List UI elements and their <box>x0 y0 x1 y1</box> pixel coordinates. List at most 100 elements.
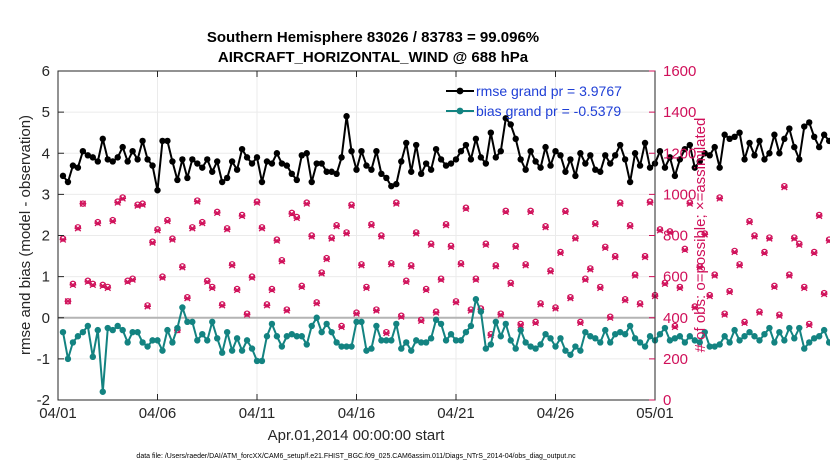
bias-point <box>631 335 639 342</box>
bias-point <box>721 333 728 340</box>
obs-assimilated-point <box>701 231 709 238</box>
bias-point <box>442 337 450 344</box>
obs-possible-point <box>378 232 385 239</box>
bias-point <box>228 347 236 354</box>
obs-possible-point <box>666 228 674 235</box>
bias-point <box>383 337 390 344</box>
bias-point <box>532 345 539 352</box>
obs-assimilated-point <box>452 299 460 306</box>
obs-assimilated-point <box>417 317 425 325</box>
rmse-point <box>641 139 649 147</box>
obs-assimilated-point <box>512 243 520 251</box>
bias-point <box>218 349 226 356</box>
obs-possible-point <box>398 312 405 319</box>
chart-title-line2: AIRCRAFT_HORIZONTAL_WIND @ 688 hPa <box>218 49 529 66</box>
rmse-point <box>562 168 569 175</box>
obs-assimilated-point <box>343 230 350 237</box>
rmse-point <box>462 141 470 149</box>
bias-point <box>616 328 624 336</box>
obs-possible-point <box>820 289 828 297</box>
bias-point <box>253 357 261 365</box>
obs-assimilated-point <box>800 284 808 292</box>
obs-assimilated-point <box>785 272 793 279</box>
obs-possible-point <box>437 275 445 282</box>
obs-assimilated-point <box>397 313 405 320</box>
obs-assimilated-point <box>771 283 778 291</box>
rmse-point <box>243 154 251 161</box>
obs-possible-point <box>761 248 768 256</box>
obs-assimilated-point <box>661 280 669 288</box>
obs-assimilated-point <box>482 241 490 249</box>
obs-assimilated-point <box>427 241 435 249</box>
y-tick-label-right: 400 <box>663 310 688 327</box>
obs-assimilated-point <box>726 288 734 296</box>
rmse-point <box>686 141 694 149</box>
obs-possible-point <box>119 194 126 201</box>
rmse-point <box>741 156 748 163</box>
obs-possible-point <box>223 225 231 232</box>
bias-point <box>666 337 674 344</box>
obs-possible-point <box>273 236 281 243</box>
rmse-point <box>129 147 136 155</box>
x-axis-label: Apr.01,2014 00:00:00 start <box>268 427 446 444</box>
obs-assimilated-point <box>213 209 221 217</box>
obs-assimilated-point <box>537 301 544 308</box>
rmse-point <box>318 160 325 167</box>
rmse-point <box>522 166 529 173</box>
rmse-point <box>706 152 713 159</box>
rmse-point <box>507 121 514 128</box>
rmse-point <box>403 139 410 147</box>
y-tick-label-right: 1400 <box>663 104 696 121</box>
y-tick-label-left: 3 <box>42 186 50 203</box>
obs-possible-point <box>358 261 365 268</box>
obs-count-series <box>59 182 830 339</box>
obs-possible-point <box>204 277 211 284</box>
obs-possible-point <box>532 318 539 326</box>
bias-point <box>223 328 231 336</box>
obs-assimilated-point <box>84 278 92 286</box>
obs-possible-point <box>497 310 504 317</box>
bias-point <box>452 337 460 344</box>
rmse-point <box>736 129 743 136</box>
obs-possible-point <box>562 207 569 215</box>
bias-point <box>626 322 634 330</box>
rmse-point <box>109 158 116 165</box>
obs-assimilated-point <box>522 262 530 269</box>
obs-assimilated-point <box>666 229 674 236</box>
obs-possible-point <box>338 322 345 330</box>
obs-assimilated-point <box>333 222 340 230</box>
obs-assimilated-point <box>576 319 584 327</box>
rmse-point <box>602 152 609 159</box>
obs-possible-point <box>233 285 241 293</box>
bias-point <box>547 335 554 342</box>
obs-assimilated-point <box>562 208 569 216</box>
obs-assimilated-point <box>119 195 127 202</box>
obs-possible-point <box>602 243 609 251</box>
y-tick-label-left: 1 <box>42 269 50 286</box>
bias-point <box>621 331 629 338</box>
obs-assimilated-point <box>74 225 82 232</box>
obs-possible-point <box>815 211 823 219</box>
rmse-point <box>422 160 430 167</box>
bias-point <box>373 322 380 330</box>
y-axis-label-left: rmse and bias (model - observation) <box>17 115 34 355</box>
obs-assimilated-point <box>462 205 470 213</box>
rmse-point <box>482 160 490 167</box>
obs-assimilated-point <box>348 202 355 209</box>
rmse-point <box>89 154 97 161</box>
rmse-point <box>621 156 629 163</box>
bias-point <box>751 333 758 340</box>
bias-point <box>134 328 141 336</box>
obs-possible-point <box>502 207 509 215</box>
rmse-point <box>333 170 340 178</box>
bias-point <box>313 314 320 321</box>
bias-point <box>238 347 246 354</box>
obs-assimilated-point <box>79 200 87 207</box>
bias-point <box>696 339 703 346</box>
bias-point <box>154 337 161 344</box>
obs-assimilated-point <box>318 270 326 277</box>
rmse-point <box>492 154 499 161</box>
obs-assimilated-point <box>402 278 410 286</box>
rmse-point <box>766 150 773 157</box>
obs-assimilated-point <box>253 199 261 206</box>
